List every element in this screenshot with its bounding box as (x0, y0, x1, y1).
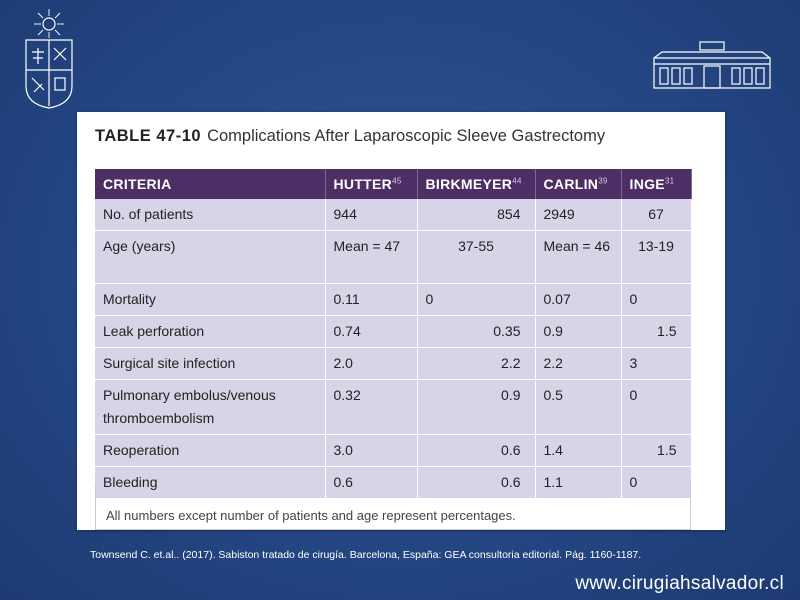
row-label: Reoperation (95, 434, 326, 467)
hospital-building-icon (653, 41, 771, 89)
table-row: Age (years) Mean = 47 37-55 Mean = 46 13… (95, 230, 692, 284)
cell-carlin: 1.4 (535, 434, 622, 467)
cell-inge: 0 (621, 379, 692, 435)
cell-carlin: 0.5 (535, 379, 622, 435)
cell-inge: 1.5 (621, 434, 692, 467)
cell-carlin: Mean = 46 (535, 230, 622, 284)
cell-birkmeyer: 37-55 (417, 230, 536, 284)
footnote-box: All numbers except number of patients an… (95, 484, 691, 530)
table-footnote: All numbers except number of patients an… (106, 508, 516, 523)
table-row: Pulmonary embolus/venous thromboembolism… (95, 379, 692, 435)
cell-hutter: 0.74 (325, 315, 418, 348)
cell-inge: 67 (621, 199, 692, 231)
cell-inge: 0 (621, 283, 692, 316)
cell-hutter: Mean = 47 (325, 230, 418, 284)
cell-hutter: 0.32 (325, 379, 418, 435)
header-criteria: CRITERIA (95, 169, 326, 199)
cell-carlin: 1.1 (535, 466, 622, 499)
cell-birkmeyer: 0.9 (417, 379, 536, 435)
cell-hutter: 0.6 (325, 466, 418, 499)
cell-hutter: 3.0 (325, 434, 418, 467)
cell-hutter: 944 (325, 199, 418, 231)
header-carlin: CARLIN39 (535, 169, 622, 199)
cell-birkmeyer: 0.6 (417, 434, 536, 467)
table-row: Bleeding 0.6 0.6 1.1 0 (95, 466, 692, 499)
cell-birkmeyer: 0.6 (417, 466, 536, 499)
cell-inge: 0 (621, 466, 692, 499)
header-inge: INGE31 (621, 169, 692, 199)
row-label: Bleeding (95, 466, 326, 499)
row-label: No. of patients (95, 199, 326, 231)
university-crest-icon (25, 9, 73, 109)
cell-carlin: 2.2 (535, 347, 622, 380)
table-card: TABLE 47-10 Complications After Laparosco… (77, 112, 725, 530)
header-birkmeyer: BIRKMEYER44 (417, 169, 536, 199)
cell-carlin: 2949 (535, 199, 622, 231)
cell-birkmeyer: 854 (417, 199, 536, 231)
table-header-row: CRITERIA HUTTER45 BIRKMEYER44 CARLIN39 I… (95, 169, 692, 199)
complications-table: CRITERIA HUTTER45 BIRKMEYER44 CARLIN39 I… (95, 169, 692, 499)
table-title: TABLE 47-10 Complications After Laparosco… (95, 127, 605, 146)
table-row: Surgical site infection 2.0 2.2 2.2 3 (95, 347, 692, 380)
website-url: www.cirugiahsalvador.cl (575, 573, 784, 594)
cell-carlin: 0.9 (535, 315, 622, 348)
table-row: Mortality 0.11 0 0.07 0 (95, 283, 692, 316)
row-label: Leak perforation (95, 315, 326, 348)
cell-inge: 13-19 (621, 230, 692, 284)
cell-hutter: 2.0 (325, 347, 418, 380)
table-caption: Complications After Laparoscopic Sleeve … (207, 127, 606, 145)
row-label: Mortality (95, 283, 326, 316)
cell-hutter: 0.11 (325, 283, 418, 316)
table-row: Leak perforation 0.74 0.35 0.9 1.5 (95, 315, 692, 348)
citation: Townsend C. et.al.. (2017). Sabiston tra… (90, 549, 642, 561)
cell-birkmeyer: 0 (417, 283, 536, 316)
table-row: Reoperation 3.0 0.6 1.4 1.5 (95, 434, 692, 467)
header-hutter: HUTTER45 (325, 169, 418, 199)
row-label: Age (years) (95, 230, 326, 284)
table-label: TABLE 47-10 (95, 127, 202, 145)
row-label: Pulmonary embolus/venous thromboembolism (95, 379, 326, 435)
table-row: No. of patients 944 854 2949 67 (95, 199, 692, 231)
cell-birkmeyer: 2.2 (417, 347, 536, 380)
cell-inge: 3 (621, 347, 692, 380)
row-label: Surgical site infection (95, 347, 326, 380)
cell-carlin: 0.07 (535, 283, 622, 316)
cell-inge: 1.5 (621, 315, 692, 348)
cell-birkmeyer: 0.35 (417, 315, 536, 348)
